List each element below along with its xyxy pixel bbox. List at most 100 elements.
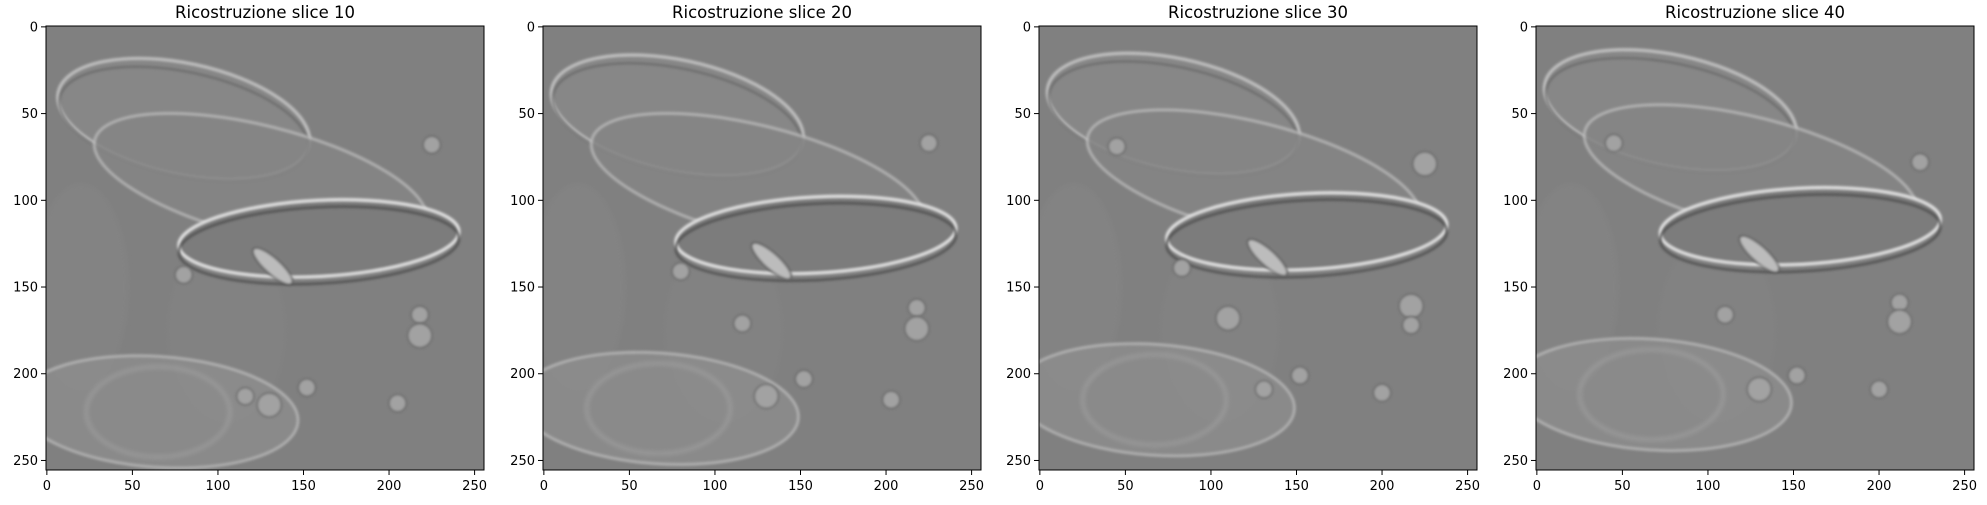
small-blob — [1107, 137, 1127, 156]
axes-frame — [45, 25, 485, 471]
y-tick-label: 250 — [13, 454, 38, 469]
diagonal-blob — [252, 247, 294, 286]
reconstruction-image — [1536, 26, 1974, 470]
small-blob — [1746, 376, 1772, 402]
center-ring-shadow — [177, 205, 461, 286]
y-tick-label: 150 — [13, 281, 38, 296]
y-tick-label: 100 — [510, 194, 535, 209]
y-tick-label: 250 — [1006, 454, 1031, 469]
small-blob — [388, 394, 407, 413]
bottom-ellipse — [543, 350, 800, 466]
subplot-2: Ricostruzione slice 20 0 50 100 150 200 250 0 50… — [510, 3, 984, 494]
x-tick-label: 100 — [703, 479, 728, 494]
small-blob — [919, 133, 938, 153]
small-blob — [422, 135, 441, 154]
small-blob — [753, 383, 779, 409]
bottom-inner-ring — [84, 365, 232, 459]
x-tick-label: 0 — [540, 479, 548, 494]
diagonal-blob — [1738, 235, 1780, 273]
small-blob — [1910, 152, 1930, 172]
x-tick-label: 50 — [1117, 479, 1134, 494]
x-tick-label: 50 — [621, 479, 638, 494]
x-tick-label: 150 — [291, 479, 316, 494]
small-blob — [1412, 151, 1438, 177]
x-tick-label: 50 — [124, 479, 141, 494]
diagonal-blob — [750, 242, 792, 280]
small-blob — [1215, 305, 1241, 331]
bottom-ellipse — [46, 354, 300, 470]
x-tick-label: 100 — [206, 479, 231, 494]
y-tick-label: 50 — [1511, 107, 1528, 122]
subplot-1: Ricostruzione slice 10 0 50 100 150 200 250 0 50… — [13, 3, 487, 494]
x-tick-label: 150 — [1284, 479, 1309, 494]
small-blob — [236, 387, 255, 406]
x-tick-label: 0 — [1036, 479, 1044, 494]
axes-frame — [1535, 25, 1975, 471]
small-blob — [1787, 366, 1807, 385]
x-tick-label: 0 — [1533, 479, 1541, 494]
x-tick-label: 100 — [1696, 479, 1721, 494]
faint-left-ellipse — [46, 182, 129, 392]
center-ring — [177, 198, 461, 279]
reconstruction-image — [543, 26, 981, 470]
x-tick-label: 150 — [1781, 479, 1806, 494]
small-blob — [1715, 305, 1735, 324]
small-blob — [1372, 383, 1392, 402]
small-blob — [733, 314, 752, 333]
bottom-inner-ring — [1081, 353, 1228, 447]
small-blob — [1172, 258, 1192, 278]
y-tick-label: 200 — [1006, 367, 1031, 382]
x-tick-label: 200 — [874, 479, 899, 494]
subplot-title: Ricostruzione slice 40 — [1665, 3, 1845, 22]
small-blob — [1290, 366, 1310, 385]
y-tick-label: 250 — [510, 454, 535, 469]
small-blob — [1869, 380, 1889, 399]
y-tick-label: 0 — [30, 20, 38, 35]
small-blob — [1886, 309, 1913, 335]
center-ring-shadow — [1658, 193, 1942, 274]
x-tick-label: 100 — [1199, 479, 1224, 494]
small-blob — [256, 392, 282, 418]
y-tick-label: 250 — [1503, 454, 1528, 469]
center-ring-shadow — [674, 201, 958, 282]
center-ring — [674, 194, 958, 276]
y-tick-label: 0 — [1520, 20, 1528, 35]
small-blob — [1398, 293, 1424, 319]
y-tick-label: 50 — [518, 107, 535, 122]
y-tick-label: 200 — [13, 367, 38, 382]
subplot-title: Ricostruzione slice 10 — [175, 3, 355, 22]
diagonal-blob — [1246, 238, 1288, 277]
y-tick-label: 100 — [1006, 194, 1031, 209]
x-tick-label: 200 — [1370, 479, 1395, 494]
small-blob — [671, 262, 690, 281]
faint-left-ellipse — [1039, 182, 1122, 392]
x-tick-label: 200 — [1867, 479, 1892, 494]
subplot-title: Ricostruzione slice 30 — [1168, 3, 1348, 22]
axes-frame — [1038, 25, 1478, 471]
small-blob — [407, 323, 433, 349]
small-blob — [882, 390, 901, 409]
bottom-ellipse — [1536, 337, 1793, 453]
subplot-3: Ricostruzione slice 30 0 50 100 150 200 250 0 50… — [1006, 3, 1480, 494]
x-tick-label: 50 — [1614, 479, 1631, 494]
faint-left-ellipse — [543, 182, 626, 392]
y-tick-label: 100 — [1503, 194, 1528, 209]
x-tick-label: 250 — [959, 479, 984, 494]
center-ring-shadow — [1165, 198, 1449, 279]
y-tick-label: 150 — [1006, 281, 1031, 296]
center-ring — [1165, 191, 1449, 272]
x-tick-label: 0 — [43, 479, 51, 494]
x-tick-label: 250 — [462, 479, 487, 494]
y-tick-label: 150 — [1503, 281, 1528, 296]
x-tick-label: 250 — [1455, 479, 1480, 494]
small-blob — [1890, 293, 1909, 312]
y-tick-label: 100 — [13, 194, 38, 209]
y-tick-label: 200 — [1503, 367, 1528, 382]
subplot-4: Ricostruzione slice 40 0 50 100 150 200 250 0 50… — [1503, 3, 1977, 494]
y-tick-label: 50 — [21, 107, 38, 122]
x-tick-label: 150 — [788, 479, 813, 494]
center-ring — [1658, 186, 1942, 267]
small-blob — [904, 316, 930, 342]
bottom-inner-ring — [1578, 347, 1725, 442]
small-blob — [1401, 316, 1421, 335]
